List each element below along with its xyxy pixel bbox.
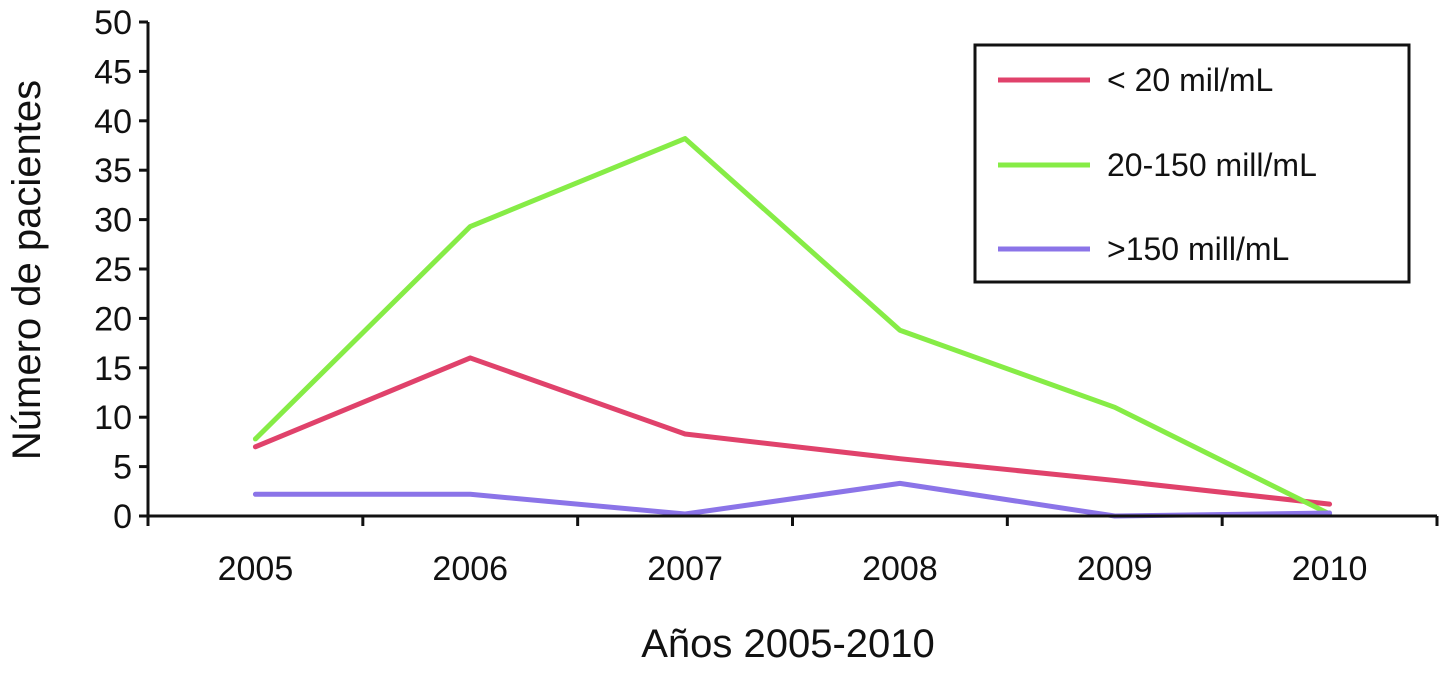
legend: < 20 mil/mL 20-150 mill/mL >150 mill/mL: [973, 43, 1411, 284]
legend-label: 20-150 mill/mL: [1107, 147, 1317, 183]
y-tick-label: 15: [94, 350, 132, 388]
y-ticks: 0 5 10 15 20 25 30 35 40 45 50: [94, 4, 148, 536]
x-ticks: 2005 2006 2007 2008 2009 2010: [146, 516, 1439, 588]
y-tick-label: 25: [94, 251, 132, 289]
x-tick-label: 2006: [432, 550, 508, 588]
y-tick-label: 35: [94, 152, 132, 190]
legend-label: < 20 mil/mL: [1107, 62, 1273, 98]
x-tick-label: 2008: [862, 550, 938, 588]
y-axis-title: Número de pacientes: [5, 80, 49, 460]
y-tick-label: 5: [113, 449, 132, 487]
y-tick-label: 10: [94, 399, 132, 437]
y-tick-label: 30: [94, 202, 132, 240]
x-tick-label: 2007: [647, 550, 723, 588]
series-line-1: [252, 355, 1333, 507]
series-line-2: [252, 136, 1333, 517]
y-tick-label: 45: [94, 53, 132, 91]
x-tick-label: 2005: [218, 550, 294, 588]
x-tick-label: 2009: [1077, 550, 1153, 588]
y-tick-label: 50: [94, 4, 132, 42]
y-tick-label: 20: [94, 300, 132, 338]
legend-label: >150 mill/mL: [1107, 231, 1289, 267]
y-tick-label: 0: [113, 498, 132, 536]
y-tick-label: 40: [94, 103, 132, 141]
x-axis-title: Años 2005-2010: [641, 622, 935, 666]
legend-items: < 20 mil/mL 20-150 mill/mL >150 mill/mL: [998, 62, 1317, 267]
x-tick-label: 2010: [1292, 550, 1368, 588]
